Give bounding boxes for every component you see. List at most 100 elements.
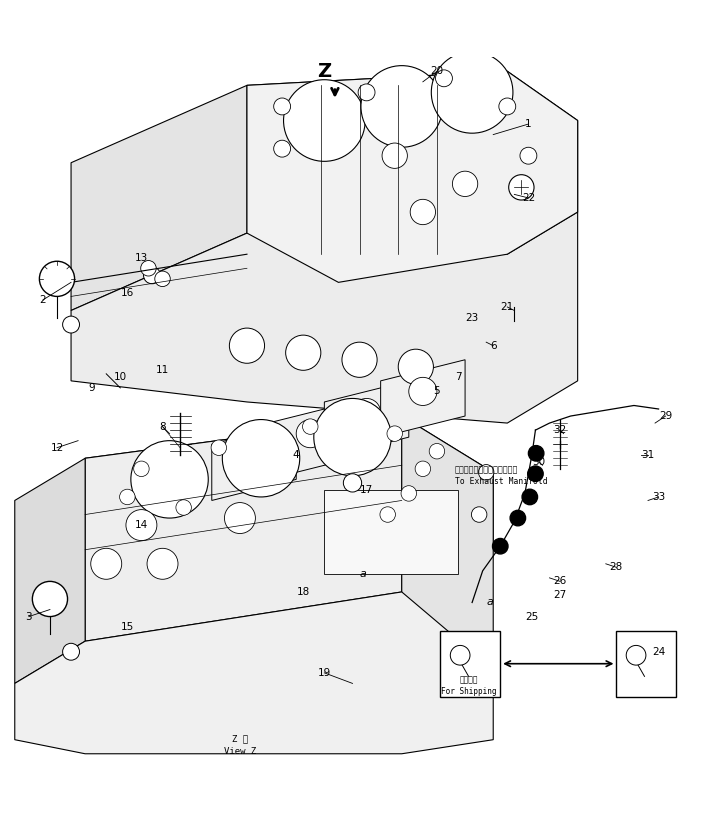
Text: 4: 4 — [293, 450, 300, 460]
Circle shape — [380, 507, 396, 522]
Text: エキゾーストマニホールドへ
To Exhaust Manifold: エキゾーストマニホールドへ To Exhaust Manifold — [455, 465, 547, 486]
Circle shape — [509, 175, 534, 200]
Circle shape — [522, 489, 537, 505]
Text: 3: 3 — [25, 612, 32, 622]
Circle shape — [342, 342, 377, 377]
Polygon shape — [247, 71, 577, 282]
Circle shape — [32, 582, 68, 617]
Text: 2: 2 — [39, 295, 47, 305]
Text: 1: 1 — [525, 119, 532, 129]
Polygon shape — [15, 592, 493, 753]
Circle shape — [39, 261, 75, 296]
Circle shape — [436, 70, 453, 87]
Circle shape — [398, 349, 434, 384]
Text: 17: 17 — [360, 485, 373, 495]
Text: 8: 8 — [159, 421, 166, 432]
Circle shape — [431, 52, 513, 133]
Polygon shape — [381, 360, 465, 437]
Polygon shape — [15, 458, 85, 683]
Circle shape — [274, 98, 290, 115]
Bar — [616, 631, 676, 698]
Polygon shape — [85, 416, 402, 641]
Text: 11: 11 — [156, 366, 169, 375]
Circle shape — [63, 316, 80, 333]
Text: 18: 18 — [297, 587, 310, 597]
Text: 31: 31 — [642, 450, 655, 460]
Circle shape — [144, 267, 161, 284]
Circle shape — [387, 426, 403, 442]
Text: 7: 7 — [455, 372, 461, 382]
Text: 22: 22 — [522, 193, 535, 203]
Circle shape — [358, 84, 375, 101]
Text: 25: 25 — [525, 612, 539, 622]
Circle shape — [626, 645, 646, 665]
Text: 14: 14 — [135, 520, 148, 530]
Polygon shape — [324, 490, 458, 574]
Circle shape — [229, 328, 264, 363]
Circle shape — [409, 377, 437, 406]
Text: 19: 19 — [318, 667, 331, 678]
Polygon shape — [324, 381, 409, 458]
Text: a: a — [360, 569, 367, 579]
Text: 28: 28 — [610, 562, 623, 573]
Circle shape — [520, 147, 537, 164]
Polygon shape — [71, 212, 577, 423]
Text: 透送部品
For Shipping: 透送部品 For Shipping — [441, 675, 496, 696]
Text: 30: 30 — [532, 456, 546, 467]
Text: 24: 24 — [652, 647, 666, 657]
Circle shape — [529, 446, 544, 461]
Polygon shape — [71, 85, 247, 311]
Circle shape — [510, 510, 526, 526]
Text: 20: 20 — [430, 66, 443, 76]
Text: 15: 15 — [121, 622, 134, 632]
Circle shape — [479, 465, 494, 480]
Circle shape — [401, 486, 417, 501]
Circle shape — [91, 548, 122, 579]
Text: 10: 10 — [114, 372, 127, 382]
Text: 9: 9 — [89, 383, 95, 393]
Circle shape — [361, 65, 443, 147]
Circle shape — [126, 510, 157, 541]
Text: 23: 23 — [465, 312, 479, 322]
Text: Z: Z — [317, 62, 331, 81]
Text: 13: 13 — [135, 253, 148, 263]
Circle shape — [499, 98, 516, 115]
Text: Z 視
View Z: Z 視 View Z — [223, 735, 256, 756]
Circle shape — [224, 502, 255, 533]
Circle shape — [222, 420, 300, 497]
Polygon shape — [402, 416, 494, 718]
Circle shape — [296, 420, 324, 447]
Text: 26: 26 — [553, 577, 567, 587]
Text: a: a — [486, 597, 493, 608]
Circle shape — [63, 643, 80, 660]
Polygon shape — [508, 71, 577, 254]
Polygon shape — [247, 71, 508, 282]
Text: 16: 16 — [121, 288, 134, 298]
Text: 21: 21 — [501, 302, 514, 312]
Polygon shape — [268, 402, 352, 479]
Circle shape — [352, 398, 381, 427]
Circle shape — [274, 140, 290, 157]
Circle shape — [211, 440, 226, 456]
Circle shape — [131, 441, 208, 518]
Circle shape — [147, 548, 178, 579]
Circle shape — [528, 466, 543, 482]
Text: 12: 12 — [50, 443, 63, 452]
Circle shape — [302, 419, 318, 434]
Circle shape — [453, 171, 478, 196]
Circle shape — [382, 143, 407, 169]
Polygon shape — [85, 416, 494, 592]
Circle shape — [493, 538, 508, 554]
Text: 6: 6 — [490, 340, 496, 351]
Bar — [441, 631, 501, 698]
Circle shape — [343, 474, 362, 492]
Text: 33: 33 — [652, 492, 666, 502]
Text: 27: 27 — [553, 591, 567, 600]
Circle shape — [141, 261, 157, 276]
Text: 29: 29 — [659, 411, 673, 421]
Circle shape — [286, 335, 321, 371]
Circle shape — [429, 443, 445, 459]
Circle shape — [472, 507, 487, 522]
Circle shape — [410, 200, 436, 225]
Circle shape — [283, 79, 365, 161]
